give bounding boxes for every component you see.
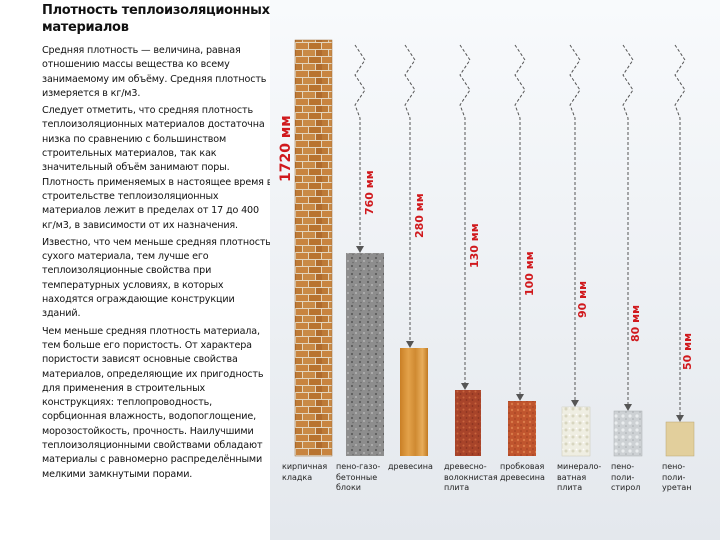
arrow-mineral — [569, 44, 581, 402]
paragraph-density-range: Следует отметить, что средняя плотность … — [42, 105, 273, 231]
eps-block — [613, 410, 643, 457]
thickness-wood: 280 мм — [413, 193, 426, 238]
thickness-brick: 1720 мм — [278, 115, 294, 182]
aerated-block — [346, 253, 384, 456]
label-mineral: минерало- ватная плита — [557, 462, 602, 492]
label-pur: пено- поли- уретан — [662, 462, 692, 492]
page-title: Плотность теплоизоляционных материалов — [42, 3, 270, 35]
arrow-wood — [404, 44, 416, 343]
thickness-cork: 100 мм — [523, 251, 536, 296]
brick-wall — [294, 39, 333, 457]
label-brick: кирпичная кладка — [282, 462, 328, 482]
label-aerated: пено-газо- бетонные блоки — [336, 462, 381, 492]
label-wood: древесина — [388, 462, 433, 471]
arrow-pur — [674, 44, 686, 417]
paragraph-definition: Средняя плотность — величина, равная отн… — [42, 45, 267, 99]
thickness-mineral: 90 мм — [576, 280, 589, 318]
thickness-eps: 80 мм — [629, 304, 642, 342]
arrow-eps — [622, 44, 634, 406]
arrows — [354, 44, 686, 417]
label-fiberboard: древесно- волокнистая плита — [444, 462, 498, 492]
paragraph-insulation: Известно, что чем меньше средняя плотнос… — [42, 236, 271, 320]
arrow-cork — [514, 44, 526, 396]
paragraph-porosity: Чем меньше средняя плотность материала, … — [42, 325, 264, 480]
thickness-fiberboard: 130 мм — [468, 223, 481, 268]
fiberboard-block — [455, 390, 481, 456]
arrow-heads — [356, 246, 684, 422]
label-cork: пробковая древесина — [500, 462, 545, 482]
mineral-wool-block — [561, 406, 591, 457]
pur-block — [665, 421, 695, 457]
thickness-pur: 50 мм — [681, 332, 694, 370]
materials-svg — [294, 39, 695, 457]
wood-block — [400, 348, 428, 456]
materials-illustration: 1720 мм 760 мм 280 мм 130 мм 100 мм 90 м… — [270, 0, 720, 540]
arrow-aerated — [354, 44, 366, 248]
label-eps: пено- поли- стирол — [611, 462, 641, 492]
paragraphs: Средняя плотность — величина, равная отн… — [42, 44, 274, 482]
thickness-aerated: 760 мм — [363, 170, 376, 215]
arrow-fiberboard — [459, 44, 471, 385]
cork-block — [508, 401, 536, 456]
text-column: Плотность теплоизоляционных материалов С… — [42, 0, 274, 540]
